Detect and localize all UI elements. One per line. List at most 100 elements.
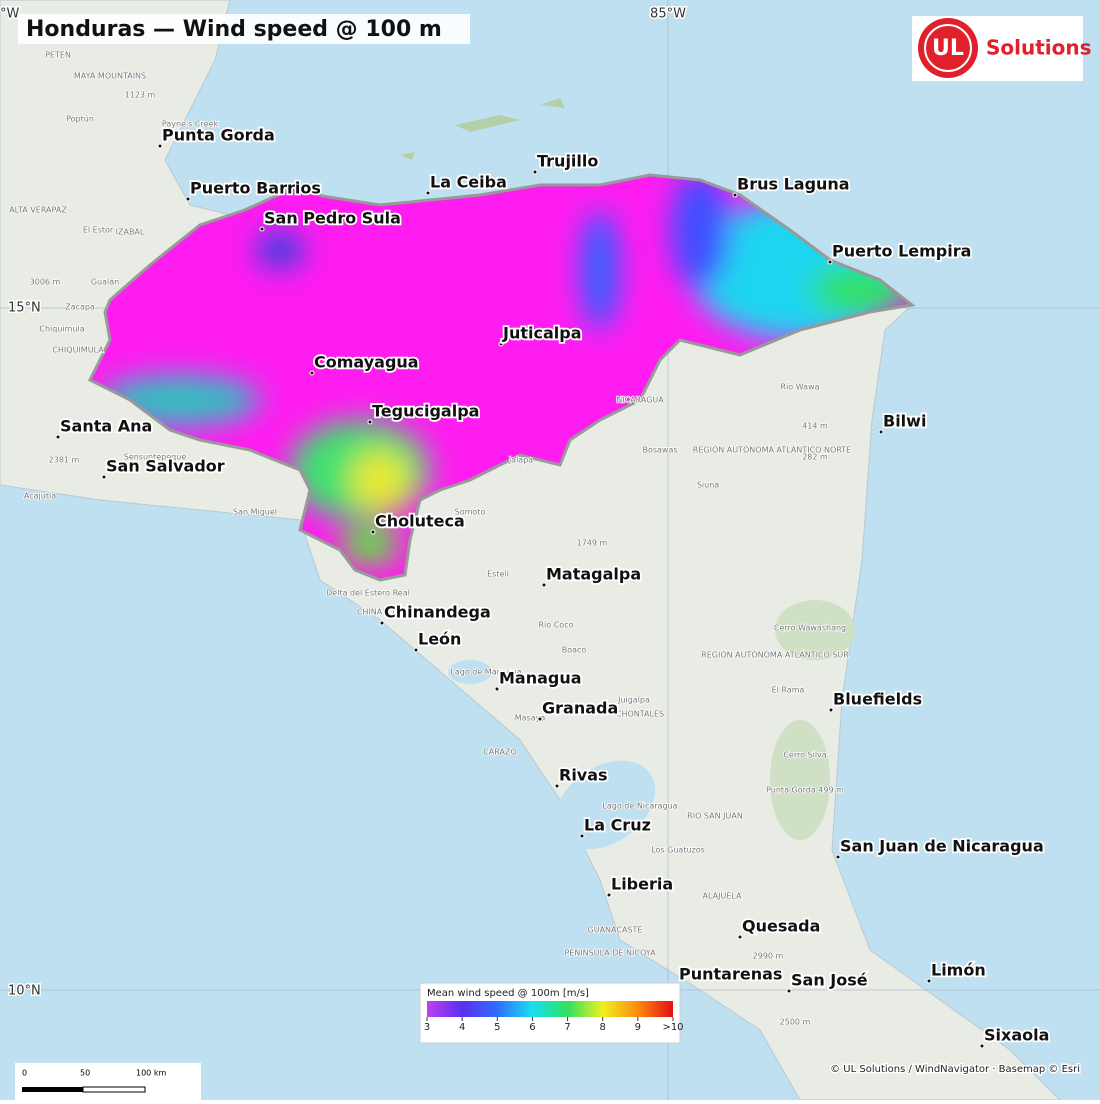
city-label: Bilwi xyxy=(883,412,926,431)
city-label: Quesada xyxy=(742,917,820,936)
city-dot xyxy=(606,892,612,898)
legend-title: Mean wind speed @ 100m [m/s] xyxy=(427,988,589,999)
city-dot xyxy=(413,647,419,653)
basemap-label: IZABAL xyxy=(116,228,145,237)
basemap-label: Masaya xyxy=(515,714,546,723)
city-dot xyxy=(185,196,191,202)
basemap-label: 2990 m xyxy=(753,952,784,961)
city-dot xyxy=(579,833,585,839)
basemap-label: PENINSULA DE NICOYA xyxy=(564,949,656,958)
city-dot xyxy=(367,419,373,425)
city-label: Puntarenas xyxy=(679,965,782,984)
colorbar-tick-label: 4 xyxy=(459,1022,465,1033)
lake xyxy=(554,760,656,850)
colorbar-tick-label: 8 xyxy=(600,1022,606,1033)
basemap-label: 414 m xyxy=(802,422,828,431)
city-dot xyxy=(828,707,834,713)
city-label: San José xyxy=(791,971,868,990)
city-dot xyxy=(494,686,500,692)
city-label: Punta Gorda xyxy=(162,126,275,145)
city-dot xyxy=(157,143,163,149)
colorbar-tick-label: 6 xyxy=(529,1022,535,1033)
city-dot xyxy=(786,988,792,994)
basemap-label: Jalapa xyxy=(508,456,533,465)
city-dot xyxy=(379,620,385,626)
city-label: Puerto Lempira xyxy=(832,242,971,261)
raster-zone xyxy=(670,175,730,290)
bay-islands xyxy=(400,98,565,160)
basemap-label: Bosawas xyxy=(642,446,677,455)
basemap-label: Lago de Nicaragua xyxy=(602,802,677,811)
basemap-label: El Estor xyxy=(83,226,114,235)
city-dot xyxy=(101,474,107,480)
attribution: © UL Solutions / WindNavigator · Basemap… xyxy=(830,1064,1080,1075)
city-label: Rivas xyxy=(559,766,608,785)
basemap-label: El Rama xyxy=(772,686,805,695)
basemap-label: Siuna xyxy=(697,481,719,490)
scale-segment xyxy=(82,1086,146,1093)
basemap-label: 1123 m xyxy=(125,91,156,100)
city-label: Trujillo xyxy=(537,152,598,171)
graticule-label: 85°W xyxy=(650,7,686,22)
city-dot xyxy=(498,341,504,347)
basemap-label: Delta del Estero Real xyxy=(326,589,410,598)
basemap-label: CHONTALES xyxy=(616,710,664,719)
colorbar-tick-label: >10 xyxy=(662,1022,683,1033)
logo-ring xyxy=(924,24,972,72)
logo-text: Solutions xyxy=(986,36,1092,60)
graticule-label: 10°N xyxy=(8,984,41,999)
city-label: San Juan de Nicaragua xyxy=(840,837,1044,856)
basemap-label: NICARAGUA xyxy=(616,396,664,405)
city-dot xyxy=(370,529,376,535)
city-label: Sixaola xyxy=(984,1026,1049,1045)
basemap-label: GUANACASTE xyxy=(588,926,643,935)
basemap-label: Zacapa xyxy=(65,303,95,312)
basemap-label: Río Coco xyxy=(539,621,574,630)
city-label: Brus Laguna xyxy=(737,175,850,194)
colorbar-tick-label: 5 xyxy=(494,1022,500,1033)
city-dot xyxy=(554,783,560,789)
city-dot xyxy=(979,1043,985,1049)
basemap-label: Somoto xyxy=(455,508,486,517)
basemap-label: Cerro Silva xyxy=(783,751,826,760)
basemap-label: ALAJUELA xyxy=(703,892,742,901)
city-dot xyxy=(541,582,547,588)
city-label: Managua xyxy=(499,669,582,688)
city-label: Choluteca xyxy=(375,512,465,531)
raster-zone xyxy=(580,210,620,330)
basemap-label: Juigalpa xyxy=(617,696,650,705)
basemap-label: San Miguel xyxy=(233,508,277,517)
city-dot xyxy=(425,190,431,196)
city-label: Granada xyxy=(542,699,618,718)
scale-label: 0 xyxy=(22,1069,27,1078)
basemap-label: Payne's Creek xyxy=(162,120,219,129)
graticule-label: 15°N xyxy=(8,301,41,316)
basemap-label: REGIÓN AUTÓNOMA ATLÁNTICO NORTE xyxy=(693,444,851,455)
city-label: La Ceiba xyxy=(430,173,507,192)
basemap-label: Boaco xyxy=(562,646,587,655)
legend: Mean wind speed @ 100m [m/s] 3 4 5 6 7 8 9 >10 xyxy=(419,982,684,1044)
city-label: Matagalpa xyxy=(546,565,641,584)
basemap-label: Cerro Wawashang xyxy=(774,624,846,633)
basemap-label: Sensuntepeque xyxy=(124,453,187,462)
city-dot xyxy=(878,429,884,435)
forest xyxy=(770,720,830,840)
basemap-label: 1618 m xyxy=(573,772,604,781)
city-label: Tegucigalpa xyxy=(372,402,479,421)
basemap-label: Chiquimula xyxy=(39,325,84,334)
raster-zone xyxy=(255,230,305,270)
city-label: León xyxy=(418,630,461,649)
city-dot xyxy=(732,192,738,198)
basemap-label: Estelí xyxy=(487,570,510,579)
colorbar xyxy=(427,1001,673,1017)
basemap-label: Poptún xyxy=(66,115,94,124)
city-label: Bluefields xyxy=(833,690,922,709)
city-label: Chinandega xyxy=(384,603,491,622)
scale-label: 50 xyxy=(80,1069,90,1078)
basemap-label: 2500 m xyxy=(780,1018,811,1027)
city-label: Puerto Barrios xyxy=(190,179,321,198)
basemap-label: CARAZO xyxy=(483,748,517,757)
basemap-label: 2381 m xyxy=(49,456,80,465)
scale-box xyxy=(15,1063,201,1100)
city-label: La Cruz xyxy=(584,816,651,835)
